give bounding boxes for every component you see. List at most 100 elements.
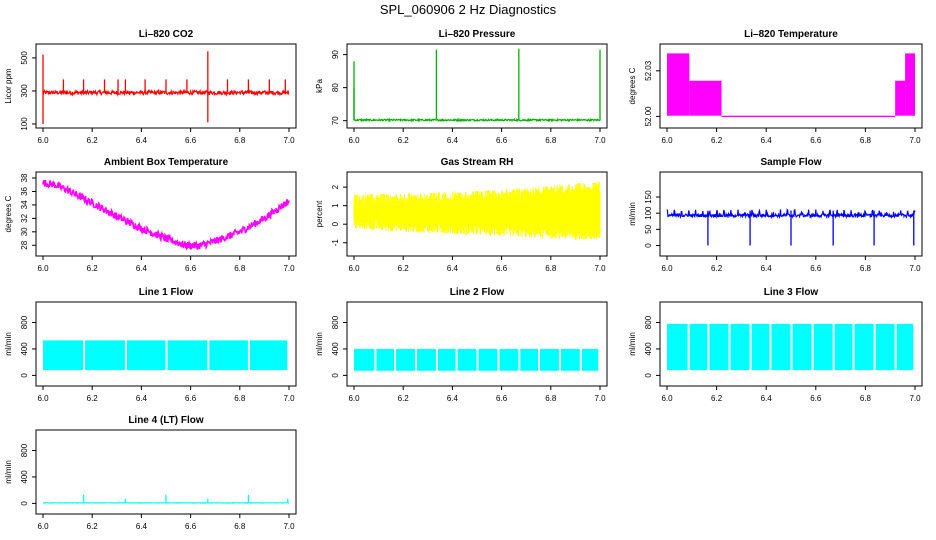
panel-title: Li–820 Pressure <box>439 29 516 40</box>
y-axis-label: ml/min <box>4 332 13 356</box>
panel-rh: Gas Stream RH percent 6.0 6.2 6.4 6.6 6.8 7.0 -1… <box>315 157 608 273</box>
data-block <box>520 348 538 371</box>
x-tick-label: 6.8 <box>234 136 246 145</box>
x-tick-label: 7.0 <box>283 136 295 145</box>
y-axis: 0 50 100 150 <box>644 190 660 248</box>
x-axis: 6.0 6.2 6.4 6.6 6.8 7.0 <box>661 256 921 273</box>
y-tick-label: 800 <box>644 315 653 329</box>
y-tick-label: 0 <box>331 373 340 378</box>
x-tick-label: 6.8 <box>234 522 246 531</box>
y-axis: 0 400 800 <box>20 315 36 378</box>
plot-frame <box>346 43 608 129</box>
y-tick-label: 52.00 <box>644 106 653 127</box>
x-tick-label: 6.6 <box>810 394 822 403</box>
data-block <box>854 323 874 371</box>
x-axis: 6.0 6.2 6.4 6.6 6.8 7.0 <box>661 128 921 145</box>
data-block <box>730 323 750 371</box>
plot-frame <box>346 171 608 257</box>
y-axis: 0 400 800 <box>644 315 660 378</box>
x-tick-label: 6.4 <box>447 264 459 273</box>
x-tick-label: 6.4 <box>136 264 148 273</box>
x-tick-label: 6.8 <box>545 394 557 403</box>
y-tick-label: 100 <box>20 117 29 131</box>
y-tick-label: 500 <box>20 51 29 65</box>
series-line1 <box>43 340 288 371</box>
x-tick-label: 6.6 <box>185 394 197 403</box>
data-line <box>42 179 290 251</box>
data-block <box>478 348 498 371</box>
plot-frame <box>346 301 608 387</box>
x-tick-label: 6.0 <box>348 264 360 273</box>
x-tick-label: 6.4 <box>136 394 148 403</box>
series-line4 <box>42 494 290 504</box>
panel-title: Li–820 Temperature <box>744 29 838 40</box>
data-block <box>540 348 559 371</box>
data-block <box>813 323 833 371</box>
data-block <box>126 340 166 371</box>
panel-title: Line 2 Flow <box>450 287 505 298</box>
data-block <box>43 340 84 371</box>
y-tick-label: 800 <box>20 315 29 329</box>
data-block <box>875 323 895 371</box>
x-tick-label: 6.2 <box>87 522 99 531</box>
plot-frame <box>659 43 923 129</box>
plot-frame <box>35 43 297 129</box>
data-block <box>457 348 477 371</box>
series-line2 <box>354 348 599 371</box>
y-tick-label: -1 <box>331 239 340 247</box>
panel-co2: Li–820 CO2 Licor ppm 6.0 6.2 6.4 6.6 6.8 7.0 100… <box>4 29 297 145</box>
x-tick-label: 6.0 <box>37 136 49 145</box>
y-tick-label: 52.03 <box>644 60 653 81</box>
x-axis: 6.0 6.2 6.4 6.6 6.8 7.0 <box>348 256 606 273</box>
y-axis-label: ml/min <box>315 332 324 356</box>
y-tick-label: 80 <box>331 83 340 92</box>
data-block <box>560 348 580 371</box>
plot-frame <box>35 429 297 515</box>
y-tick-label: 1 <box>331 203 340 208</box>
panel-title: Line 4 (LT) Flow <box>128 415 204 426</box>
panel-sample: Sample Flow ml/min 6.0 6.2 6.4 6.6 6.8 7.0 0 50 10… <box>628 157 923 273</box>
panel-line3: Line 3 Flow ml/min 6.0 6.2 6.4 6.6 6.8 7.0 0 400 8… <box>628 287 923 403</box>
data-block <box>896 323 914 371</box>
x-tick-label: 6.0 <box>661 394 673 403</box>
plot-frame <box>659 301 923 387</box>
panel-title: Line 3 Flow <box>764 287 819 298</box>
x-tick-label: 6.4 <box>761 394 773 403</box>
x-axis: 6.0 6.2 6.4 6.6 6.8 7.0 <box>348 386 606 403</box>
y-tick-label: 2 <box>331 184 340 189</box>
data-block <box>167 340 208 371</box>
y-axis-label: ml/min <box>628 332 637 356</box>
x-tick-label: 6.0 <box>661 136 673 145</box>
y-tick-label: 0 <box>644 373 653 378</box>
y-tick-label: 38 <box>20 173 29 182</box>
x-tick-label: 6.8 <box>545 264 557 273</box>
panel-title: Ambient Box Temperature <box>104 157 229 168</box>
x-axis: 6.0 6.2 6.4 6.6 6.8 7.0 <box>348 128 606 145</box>
y-tick-label: 90 <box>331 50 340 59</box>
panel-line1: Line 1 Flow ml/min 6.0 6.2 6.4 6.6 6.8 7.0 0 400 8… <box>4 287 297 403</box>
x-tick-label: 6.0 <box>348 394 360 403</box>
series-rh <box>353 181 601 240</box>
series-pressure <box>353 48 601 123</box>
panel-line2: Line 2 Flow ml/min 6.0 6.2 6.4 6.6 6.8 7.0 0 400 8… <box>315 287 608 403</box>
figure-title: SPL_060906 2 Hz Diagnostics <box>380 2 557 17</box>
y-axis-label: ml/min <box>4 460 13 484</box>
y-tick-label: 34 <box>20 200 29 209</box>
x-tick-label: 6.8 <box>860 394 872 403</box>
y-tick-label: 300 <box>20 84 29 98</box>
y-tick-label: 0 <box>644 243 653 248</box>
data-block <box>751 323 770 371</box>
x-tick-label: 6.0 <box>37 394 49 403</box>
y-tick-label: 100 <box>644 206 653 220</box>
data-block <box>437 348 456 371</box>
data-block <box>709 323 729 371</box>
plot-frame <box>35 171 297 257</box>
data-block <box>689 323 708 371</box>
y-axis: 100 300 500 <box>20 51 36 131</box>
data-line <box>353 117 600 123</box>
data-block <box>771 323 791 371</box>
data-band <box>353 181 601 240</box>
